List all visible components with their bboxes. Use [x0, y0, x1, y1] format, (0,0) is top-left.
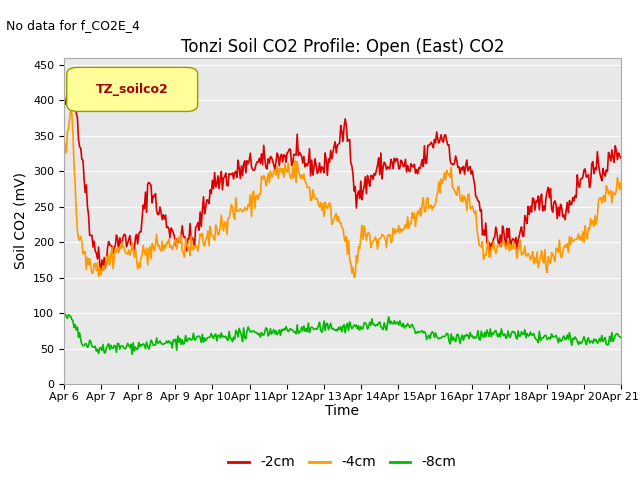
- -2cm: [67, 89, 74, 95]
- -2cm: [606, 154, 614, 159]
- -4cm: [617, 180, 625, 186]
- -8cm: [329, 325, 337, 331]
- Y-axis label: Soil CO2 (mV): Soil CO2 (mV): [13, 172, 28, 269]
- Line: -8cm: -8cm: [64, 313, 621, 354]
- -8cm: [393, 320, 401, 325]
- -4cm: [519, 250, 527, 255]
- -4cm: [606, 190, 614, 195]
- -4cm: [329, 219, 337, 225]
- Title: Tonzi Soil CO2 Profile: Open (East) CO2: Tonzi Soil CO2 Profile: Open (East) CO2: [180, 38, 504, 56]
- -2cm: [97, 271, 105, 276]
- -2cm: [330, 144, 338, 149]
- -2cm: [394, 156, 401, 162]
- -4cm: [60, 156, 68, 162]
- Text: TZ_soilco2: TZ_soilco2: [95, 83, 168, 96]
- -4cm: [364, 231, 371, 237]
- -4cm: [326, 200, 333, 205]
- -8cm: [518, 329, 525, 335]
- -8cm: [605, 341, 612, 347]
- -4cm: [67, 107, 74, 113]
- -2cm: [364, 173, 371, 179]
- -8cm: [617, 335, 625, 340]
- -8cm: [326, 324, 333, 329]
- -8cm: [128, 351, 136, 357]
- -8cm: [362, 322, 370, 327]
- Legend: -2cm, -4cm, -8cm: -2cm, -4cm, -8cm: [223, 450, 462, 475]
- -2cm: [617, 155, 625, 161]
- -2cm: [60, 97, 68, 103]
- -4cm: [350, 275, 358, 280]
- -2cm: [327, 147, 335, 153]
- X-axis label: Time: Time: [325, 405, 360, 419]
- Line: -4cm: -4cm: [64, 110, 621, 277]
- -8cm: [60, 310, 68, 316]
- -4cm: [394, 228, 401, 234]
- Text: No data for f_CO2E_4: No data for f_CO2E_4: [6, 19, 140, 32]
- FancyBboxPatch shape: [67, 67, 198, 111]
- Line: -2cm: -2cm: [64, 92, 621, 274]
- -2cm: [519, 233, 527, 239]
